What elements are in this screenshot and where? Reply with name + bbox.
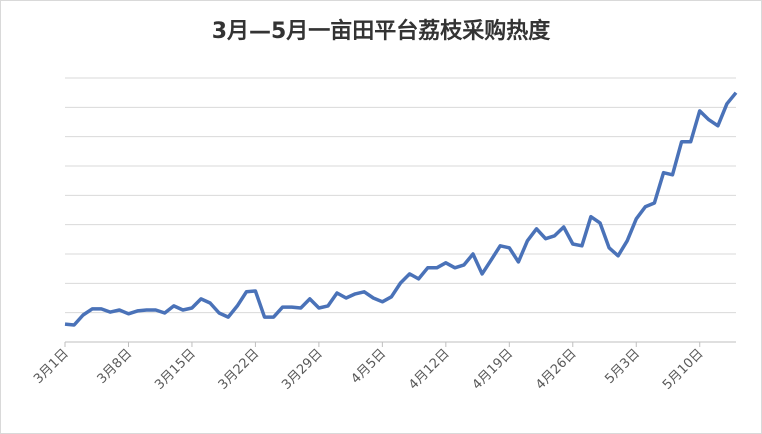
data-line: [64, 91, 738, 327]
chart-title: 3月—5月一亩田平台荔枝采购热度: [212, 18, 552, 44]
